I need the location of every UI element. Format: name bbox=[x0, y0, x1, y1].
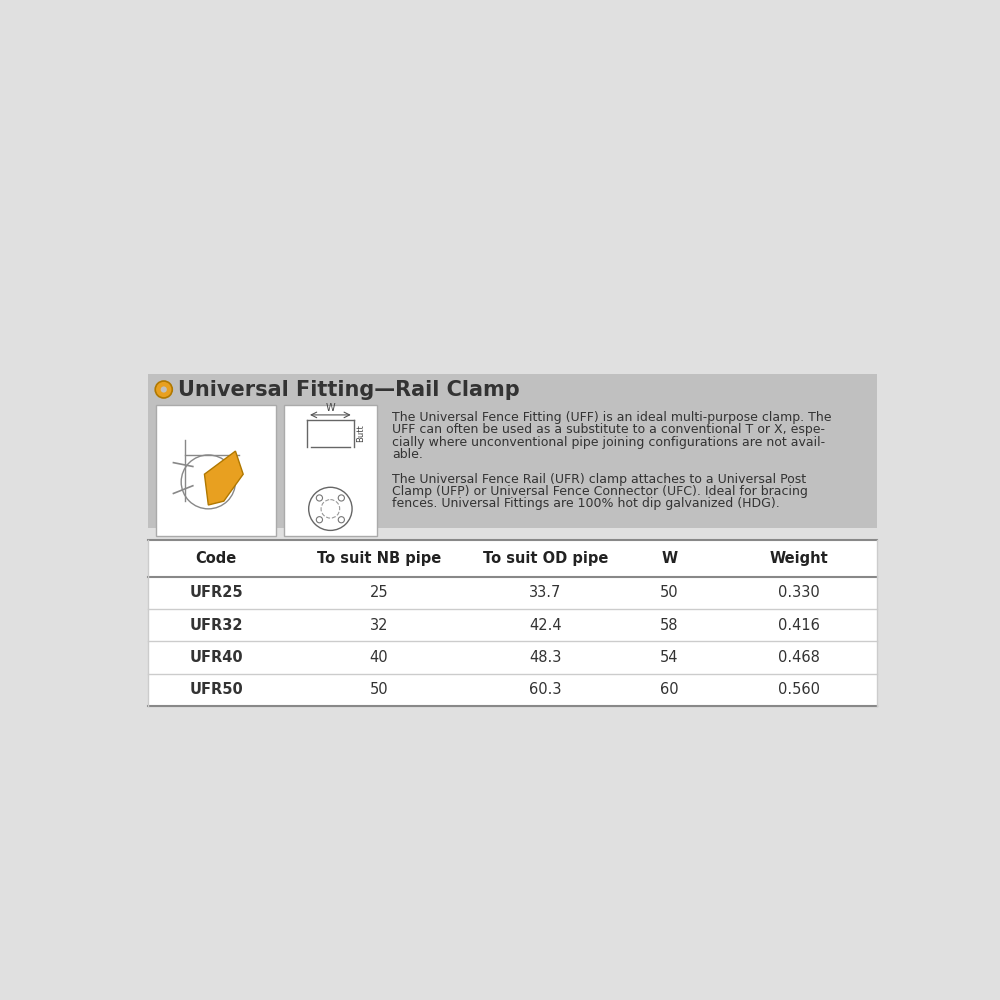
Text: UFR25: UFR25 bbox=[189, 585, 243, 600]
Text: UFR50: UFR50 bbox=[189, 682, 243, 697]
Text: 33.7: 33.7 bbox=[529, 585, 562, 600]
Text: 40: 40 bbox=[370, 650, 388, 665]
Circle shape bbox=[155, 381, 172, 398]
Text: 50: 50 bbox=[660, 585, 679, 600]
Text: To suit NB pipe: To suit NB pipe bbox=[317, 551, 441, 566]
Bar bbox=[284, 405, 377, 536]
Text: 0.560: 0.560 bbox=[778, 682, 820, 697]
Text: The Universal Fence Rail (UFR) clamp attaches to a Universal Post: The Universal Fence Rail (UFR) clamp att… bbox=[392, 473, 806, 486]
Text: able.: able. bbox=[392, 448, 423, 461]
Text: 60.3: 60.3 bbox=[529, 682, 562, 697]
Text: Universal Fitting—Rail Clamp: Universal Fitting—Rail Clamp bbox=[178, 379, 519, 399]
Circle shape bbox=[161, 386, 167, 393]
Text: 0.416: 0.416 bbox=[778, 618, 820, 633]
Text: To suit OD pipe: To suit OD pipe bbox=[483, 551, 608, 566]
Text: 50: 50 bbox=[370, 682, 388, 697]
Text: 32: 32 bbox=[370, 618, 388, 633]
Text: The Universal Fence Fitting (UFF) is an ideal multi-purpose clamp. The: The Universal Fence Fitting (UFF) is an … bbox=[392, 411, 832, 424]
Text: UFR40: UFR40 bbox=[189, 650, 243, 665]
Text: Weight: Weight bbox=[770, 551, 829, 566]
Text: Clamp (UFP) or Universal Fence Connector (UFC). Ideal for bracing: Clamp (UFP) or Universal Fence Connector… bbox=[392, 485, 808, 498]
Text: Code: Code bbox=[195, 551, 237, 566]
Text: 0.330: 0.330 bbox=[778, 585, 820, 600]
Text: 25: 25 bbox=[370, 585, 388, 600]
Text: 42.4: 42.4 bbox=[529, 618, 562, 633]
Text: W: W bbox=[326, 403, 335, 413]
Text: 58: 58 bbox=[660, 618, 679, 633]
Text: Butt: Butt bbox=[356, 425, 365, 442]
Text: fences. Universal Fittings are 100% hot dip galvanized (HDG).: fences. Universal Fittings are 100% hot … bbox=[392, 497, 780, 510]
Bar bbox=[148, 374, 877, 528]
Bar bbox=[148, 540, 877, 706]
Text: UFF can often be used as a substitute to a conventional T or X, espe-: UFF can often be used as a substitute to… bbox=[392, 423, 825, 436]
Text: 60: 60 bbox=[660, 682, 679, 697]
Bar bbox=[156, 405, 276, 536]
Text: UFR32: UFR32 bbox=[189, 618, 243, 633]
Text: W: W bbox=[661, 551, 678, 566]
Text: 54: 54 bbox=[660, 650, 679, 665]
Text: cially where unconventional pipe joining configurations are not avail-: cially where unconventional pipe joining… bbox=[392, 436, 826, 449]
Text: 0.468: 0.468 bbox=[778, 650, 820, 665]
Text: 48.3: 48.3 bbox=[529, 650, 562, 665]
Polygon shape bbox=[204, 451, 243, 505]
